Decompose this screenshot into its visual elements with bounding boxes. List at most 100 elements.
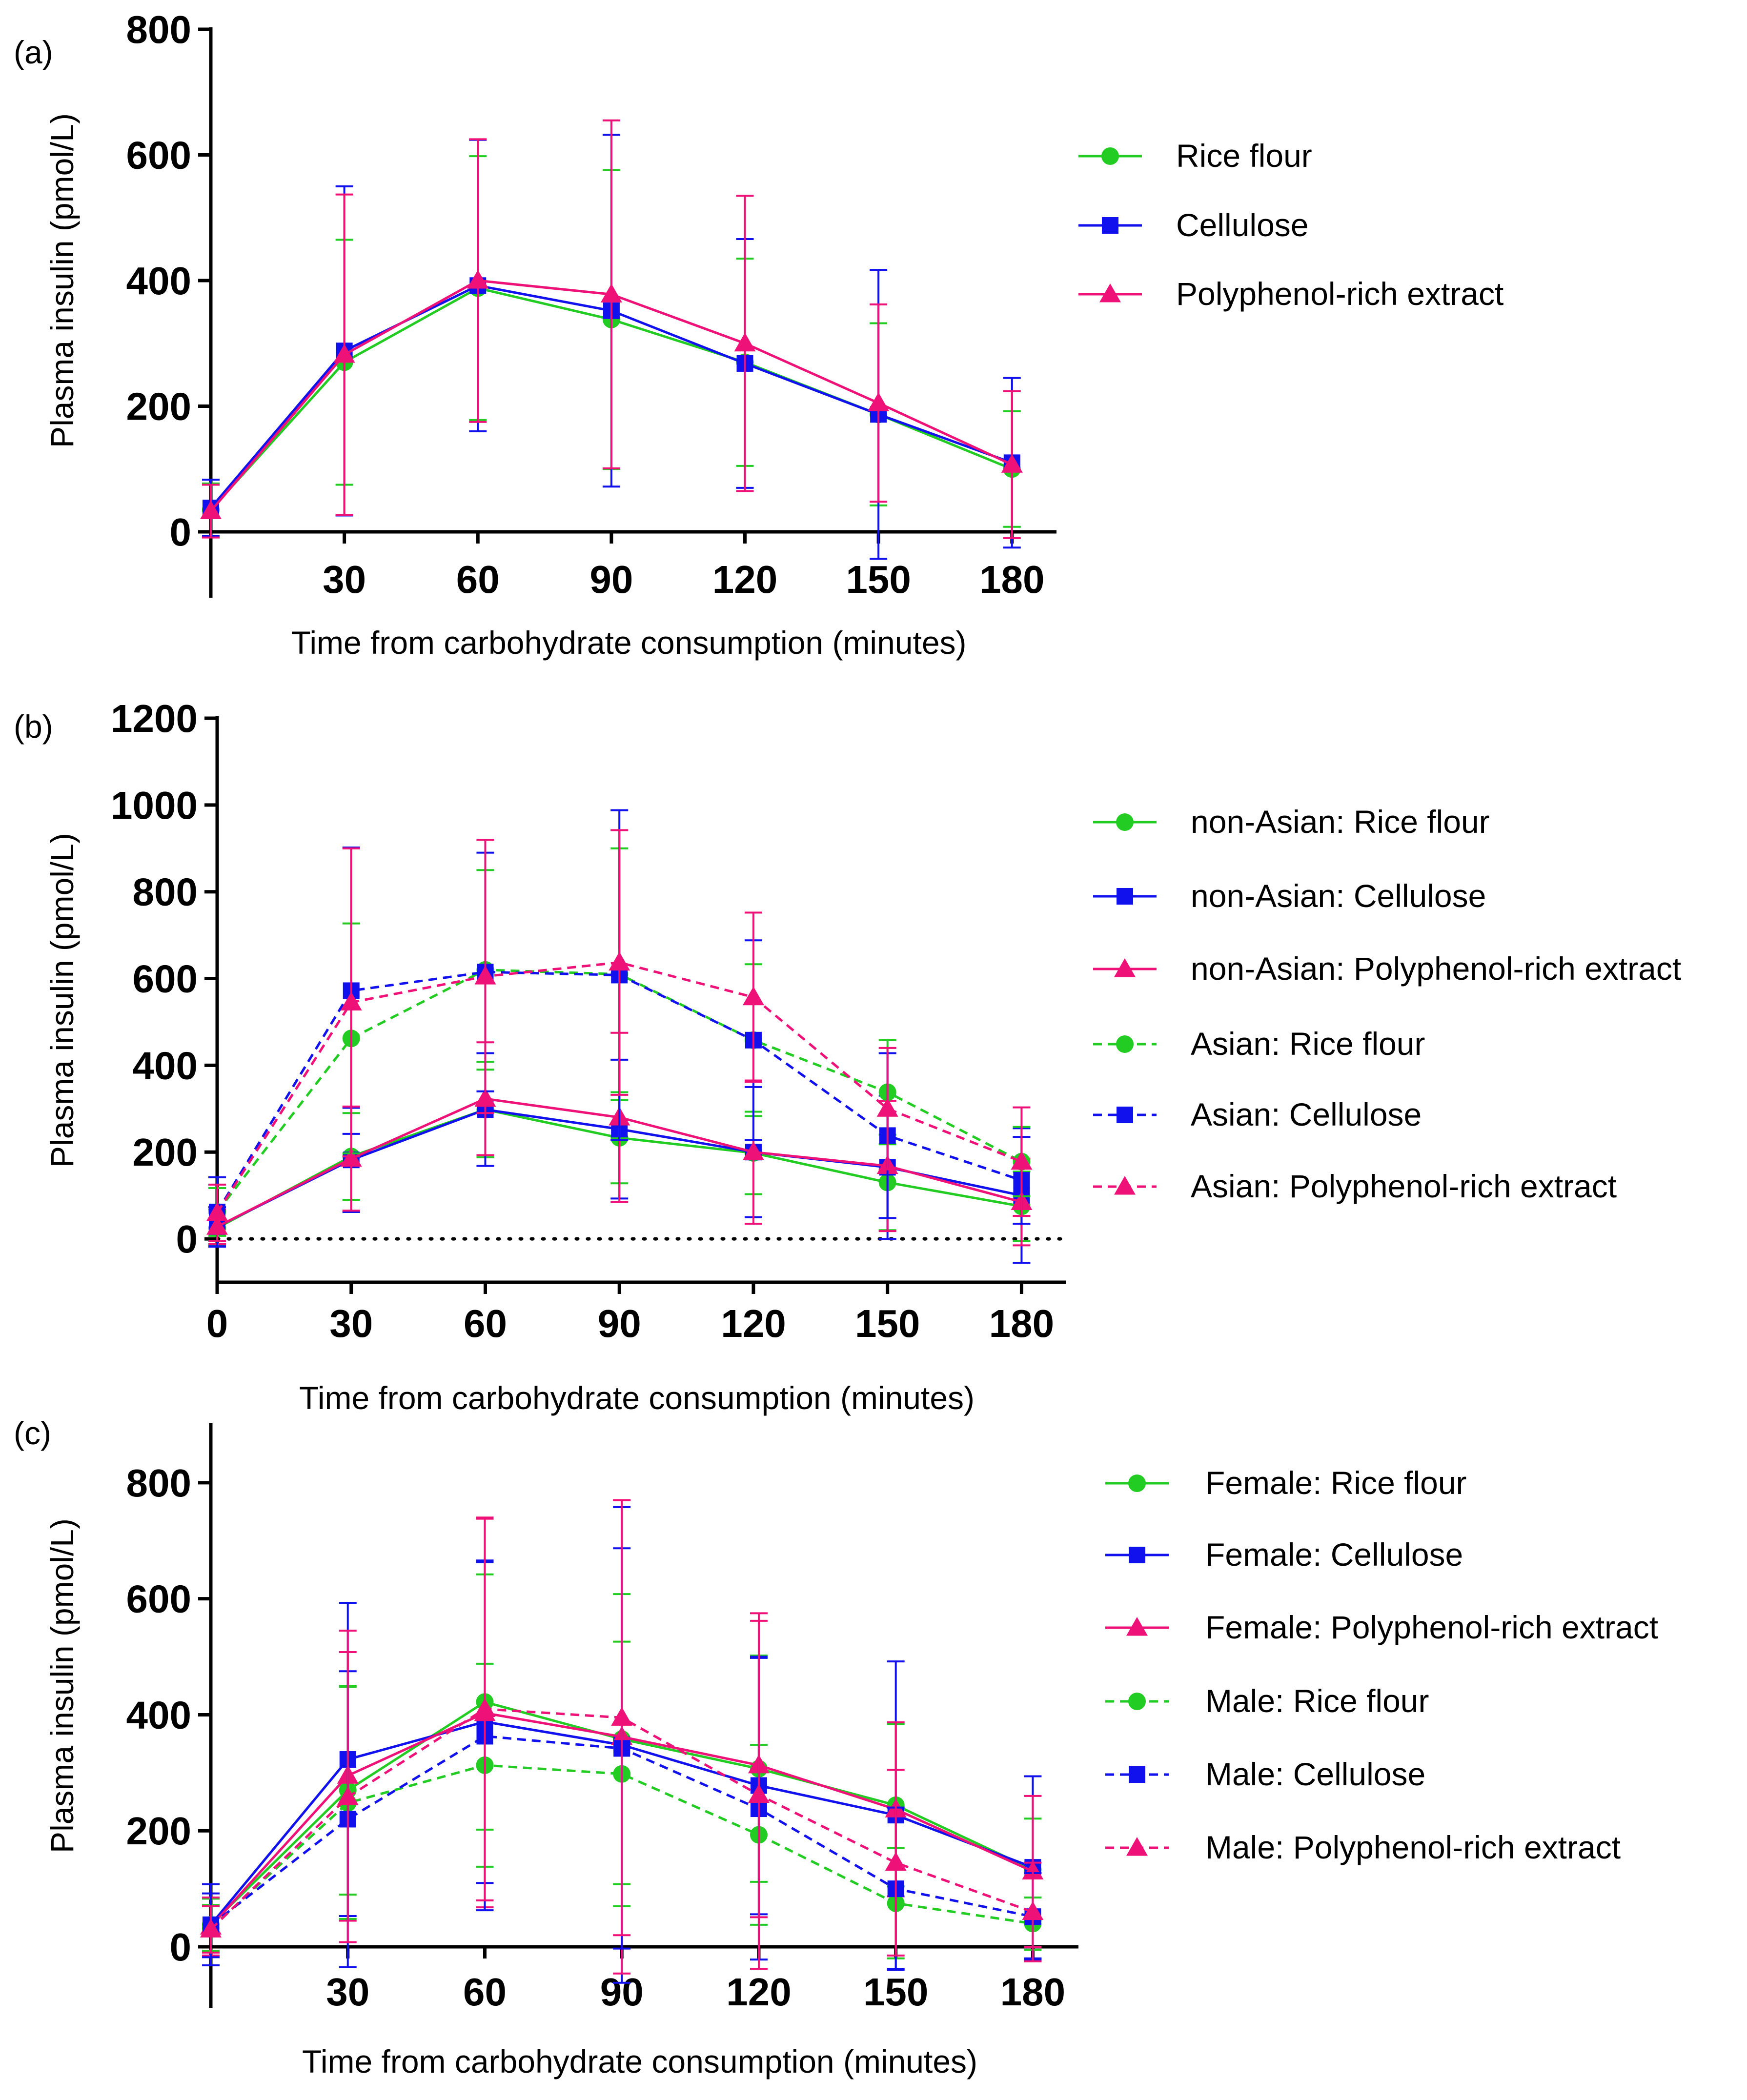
x-tick-label: 90 xyxy=(589,558,633,601)
y-tick-label: 800 xyxy=(133,870,198,914)
legend-item-6: Asian: Polyphenol-rich extract xyxy=(1093,1168,1617,1204)
panel-label: (c) xyxy=(14,1415,51,1451)
legend-marker xyxy=(1126,1617,1148,1636)
y-tick-label: 1000 xyxy=(111,784,198,827)
legend-marker xyxy=(1114,958,1136,977)
legend-marker xyxy=(1128,1474,1146,1492)
legend-item-5: Asian: Cellulose xyxy=(1093,1096,1422,1132)
x-tick-label: 120 xyxy=(726,1970,791,2014)
y-tick-label: 1200 xyxy=(111,697,198,740)
x-tick-label: 0 xyxy=(206,1302,228,1345)
panel-label: (b) xyxy=(14,708,53,745)
y-tick-label: 0 xyxy=(170,1925,192,1969)
legend-item-2: non-Asian: Cellulose xyxy=(1093,878,1486,914)
y-tick-label: 800 xyxy=(126,8,191,51)
data-point xyxy=(1011,1151,1033,1170)
data-point xyxy=(734,332,756,352)
x-tick-label: 60 xyxy=(463,1970,507,2014)
legend-item-5: Male: Cellulose xyxy=(1105,1756,1425,1792)
data-point xyxy=(200,1918,222,1938)
legend-label: Asian: Polyphenol-rich extract xyxy=(1191,1168,1617,1204)
legend-marker xyxy=(1116,813,1134,831)
legend-item-1: Rice flour xyxy=(1078,138,1312,174)
legend-marker xyxy=(1114,1176,1136,1195)
x-tick-label: 30 xyxy=(326,1970,369,2014)
data-point xyxy=(611,1707,633,1726)
legend-marker xyxy=(1101,147,1119,165)
x-tick-label: 150 xyxy=(846,558,911,601)
legend-label: Male: Cellulose xyxy=(1205,1756,1425,1792)
legend-marker xyxy=(1128,1693,1146,1710)
data-point xyxy=(600,283,622,303)
data-point xyxy=(340,991,362,1010)
legend-item-2: Female: Cellulose xyxy=(1105,1536,1463,1573)
x-tick-label: 30 xyxy=(329,1302,373,1345)
y-tick-label: 600 xyxy=(126,134,191,177)
x-tick-label: 90 xyxy=(598,1302,641,1345)
data-point xyxy=(742,986,764,1006)
data-point xyxy=(467,270,489,289)
data-point xyxy=(337,1786,359,1805)
chart-panel-2: (b) 0 200 400 600 800 1000 1200 0 30 60 90 120 150 180… xyxy=(14,697,1681,1416)
x-tick-label: 120 xyxy=(721,1302,786,1345)
data-point xyxy=(200,500,222,520)
y-tick-label: 400 xyxy=(126,259,191,303)
legend-item-6: Male: Polyphenol-rich extract xyxy=(1105,1829,1621,1865)
legend-label: Female: Rice flour xyxy=(1205,1465,1467,1501)
legend-item-2: Cellulose xyxy=(1078,207,1308,243)
data-point xyxy=(885,1852,907,1871)
series-3 xyxy=(200,119,1023,539)
legend-item-4: Male: Rice flour xyxy=(1105,1683,1429,1719)
legend-label: Female: Cellulose xyxy=(1205,1536,1463,1573)
y-tick-label: 400 xyxy=(133,1044,198,1087)
data-point xyxy=(876,1098,898,1117)
legend-label: Polyphenol-rich extract xyxy=(1176,276,1503,312)
data-point xyxy=(748,1784,770,1803)
y-axis-label: Plasma insulin (pmol/L) xyxy=(44,113,80,448)
legend-marker xyxy=(1126,1837,1148,1856)
legend-marker xyxy=(1099,283,1121,303)
y-tick-label: 600 xyxy=(126,1577,191,1621)
x-tick-label: 180 xyxy=(989,1302,1054,1345)
x-tick-label: 60 xyxy=(456,558,500,601)
y-tick-label: 200 xyxy=(126,1809,191,1853)
legend-marker xyxy=(1117,888,1133,905)
x-tick-label: 60 xyxy=(464,1302,507,1345)
legend-marker xyxy=(1102,217,1118,234)
x-axis-label: Time from carbohydrate consumption (minu… xyxy=(291,625,966,661)
data-point xyxy=(206,1202,228,1221)
legend-label: Asian: Rice flour xyxy=(1191,1026,1425,1062)
chart-panel-1: (a) 0 200 400 600 800 30 60 90 120 150 180 Time from… xyxy=(14,8,1503,661)
panel-label: (a) xyxy=(14,34,53,70)
legend-marker xyxy=(1116,1035,1134,1053)
legend-label: non-Asian: Cellulose xyxy=(1191,878,1486,914)
y-tick-label: 0 xyxy=(170,510,192,554)
x-tick-label: 150 xyxy=(863,1970,928,2014)
data-point xyxy=(1001,454,1023,473)
x-tick-label: 30 xyxy=(323,558,366,601)
y-tick-label: 200 xyxy=(126,385,191,428)
x-tick-label: 120 xyxy=(712,558,777,601)
x-axis-label: Time from carbohydrate consumption (minu… xyxy=(302,2043,977,2080)
y-tick-label: 600 xyxy=(133,957,198,1001)
legend-marker xyxy=(1129,1547,1145,1563)
legend-item-1: non-Asian: Rice flour xyxy=(1093,804,1490,840)
y-axis-label: Plasma insulin (pmol/L) xyxy=(44,1518,80,1853)
series-6 xyxy=(200,1499,1044,1970)
y-tick-label: 0 xyxy=(176,1217,198,1261)
data-point xyxy=(333,343,355,363)
legend-label: Male: Rice flour xyxy=(1205,1683,1429,1719)
data-point xyxy=(474,1698,496,1717)
y-tick-label: 200 xyxy=(133,1131,198,1174)
legend-item-3: non-Asian: Polyphenol-rich extract xyxy=(1093,950,1681,987)
x-tick-label: 150 xyxy=(855,1302,920,1345)
data-point xyxy=(474,966,496,985)
x-tick-label: 180 xyxy=(1000,1970,1065,2014)
x-axis-label: Time from carbohydrate consumption (minu… xyxy=(299,1380,975,1416)
legend-marker xyxy=(1117,1107,1133,1123)
data-point xyxy=(868,392,890,411)
y-axis-label: Plasma insulin (pmol/L) xyxy=(44,833,80,1168)
legend-item-4: Asian: Rice flour xyxy=(1093,1026,1425,1062)
